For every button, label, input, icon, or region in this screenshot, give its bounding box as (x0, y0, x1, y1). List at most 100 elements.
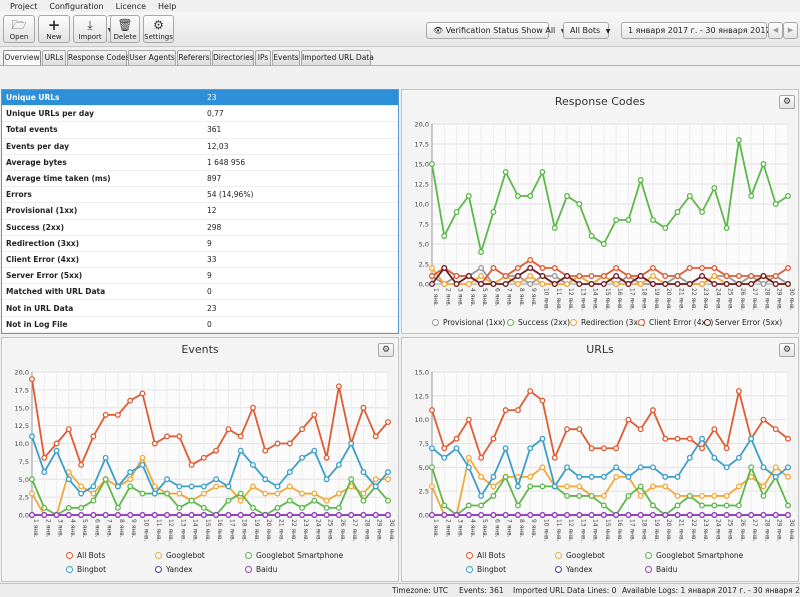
data-point-googlebot (478, 473, 485, 480)
verification-status-select[interactable]: 👁 Verification Status Show All ▼ (426, 22, 565, 39)
events-title: Events (181, 343, 219, 356)
legend-label: Googlebot (166, 551, 205, 560)
data-point-server-error-5xx (674, 281, 681, 287)
x-tick-label: 3 янв. (457, 288, 464, 307)
data-point-baidu (114, 512, 121, 518)
data-point-bingbot (711, 454, 718, 461)
table-row[interactable]: Client Error (4xx) 33 (2, 252, 398, 269)
data-point-googlebot (613, 473, 620, 480)
stat-value: 23 (207, 303, 217, 313)
table-row[interactable]: Average bytes 1 648 956 (2, 155, 398, 171)
data-point-client-error-4xx (453, 273, 460, 279)
data-point-googlebot (250, 483, 256, 490)
table-row[interactable]: Events per day 12,03 (2, 139, 398, 155)
data-point-googlebot (274, 490, 281, 497)
next-range-button[interactable]: ▶ (783, 22, 798, 39)
new-button[interactable]: + New (38, 15, 70, 43)
legend-marker-icon (432, 319, 439, 326)
tab-ips[interactable]: IPs (255, 50, 271, 65)
x-tick-label: 21 янв. (678, 288, 685, 311)
chevron-right-icon: ▶ (787, 26, 794, 34)
table-row[interactable]: Total events 361 (2, 122, 398, 139)
legend-item-all-bots: All Bots (66, 551, 105, 560)
table-row[interactable]: Not in Log File 0 (2, 317, 398, 333)
tab-referers[interactable]: Referers (177, 50, 211, 65)
data-point-all-bots (723, 445, 730, 452)
data-point-success-2xx (600, 241, 607, 247)
data-point-googlebot-smartphone (299, 504, 306, 511)
table-row[interactable]: Not in URL Data 23 (2, 300, 398, 317)
menu-configuration[interactable]: Configuration (49, 1, 104, 11)
data-point-baidu (360, 512, 367, 518)
data-point-baidu (564, 512, 570, 518)
data-point-all-bots (514, 407, 521, 414)
gear-icon[interactable]: ⚙ (779, 343, 795, 357)
data-point-server-error-5xx (441, 265, 448, 271)
legend-label: Server Error (5xx) (715, 318, 783, 327)
menu-help[interactable]: Help (158, 1, 177, 11)
x-tick-label: 3 янв. (457, 519, 464, 538)
open-button[interactable]: 🗁 Open (3, 15, 35, 43)
table-row[interactable]: Unique URLs per day 0,77 (2, 106, 398, 123)
tab-imported-url-data[interactable]: Imported URL Data (301, 50, 374, 65)
gear-icon[interactable]: ⚙ (378, 343, 394, 357)
tab-urls[interactable]: URLs (42, 50, 66, 65)
stat-value: 0 (207, 319, 212, 329)
data-point-success-2xx (441, 233, 448, 239)
settings-button[interactable]: ⚙ Settings (143, 15, 174, 43)
data-point-bingbot (335, 461, 342, 468)
data-point-all-bots (502, 407, 509, 414)
table-row[interactable]: Matched with URL Data 0 (2, 284, 398, 301)
y-tick-label: 12,5 (415, 181, 429, 189)
tab-events[interactable]: Events (272, 50, 300, 65)
tab-user-agents[interactable]: User Agents (128, 50, 176, 65)
x-tick-label: 26 янв. (339, 519, 346, 542)
data-point-googlebot-smartphone (127, 483, 134, 490)
data-point-baidu (139, 512, 146, 518)
bots-select[interactable]: All Bots ▼ (563, 22, 610, 39)
legend-label: Yandex (566, 565, 593, 574)
data-point-baidu (188, 512, 195, 518)
table-row[interactable]: Average time taken (ms) 897 (2, 171, 398, 188)
delete-button[interactable]: 🗑 Delete (110, 15, 140, 43)
data-point-baidu (441, 512, 448, 518)
table-row[interactable]: Errors 54 (14,96%) (2, 187, 398, 204)
data-point-googlebot-smartphone (114, 504, 121, 511)
data-point-bingbot (637, 464, 644, 471)
menu-project[interactable]: Project (10, 1, 38, 11)
tab-overview[interactable]: Overview (3, 50, 41, 65)
menu-licence[interactable]: Licence (115, 1, 147, 11)
tab-response-codes[interactable]: Response Codes (67, 50, 130, 65)
data-point-baidu (385, 512, 391, 518)
table-row[interactable]: Unique URLs 23 (2, 90, 398, 107)
x-tick-label: 22 янв. (690, 519, 697, 542)
data-point-baidu (311, 512, 318, 518)
data-point-baidu (686, 512, 693, 518)
data-point-success-2xx (699, 209, 706, 215)
x-tick-label: 29 янв. (376, 519, 383, 542)
legend-item-googlebot-smartphone: Googlebot Smartphone (245, 551, 343, 560)
data-point-googlebot (299, 490, 306, 497)
x-tick-label: 1 янв. (32, 519, 39, 538)
gear-icon[interactable]: ⚙ (779, 95, 795, 109)
table-row[interactable]: Provisional (1xx) 12 (2, 203, 398, 220)
data-point-baidu (760, 512, 767, 518)
events-panel: Events ⚙ 0,0 2,5 5,0 7,5 10,0 12,5 15,0 17,5 20,… (1, 337, 399, 582)
table-row[interactable]: Server Error (5xx) 9 (2, 268, 398, 285)
date-range-select[interactable]: 1 января 2017 г. - 30 января 2017 г. ▼ (621, 22, 790, 39)
x-tick-label: 7 янв. (506, 519, 513, 538)
legend-marker-icon (638, 319, 645, 326)
import-button[interactable]: ⤓ Import (73, 15, 107, 43)
data-point-success-2xx (785, 193, 791, 199)
data-point-bingbot (176, 483, 183, 490)
stat-value: 897 (207, 174, 222, 184)
table-row[interactable]: Success (2xx) 298 (2, 220, 398, 236)
x-tick-label: 8 янв. (518, 519, 525, 538)
previous-range-button[interactable]: ◀ (768, 22, 783, 39)
tab-directories[interactable]: Directories (212, 50, 254, 65)
data-point-baidu (772, 512, 779, 518)
table-row[interactable]: Redirection (3xx) 9 (2, 236, 398, 252)
legend-label: Redirection (3xx) (581, 318, 646, 327)
data-point-googlebot-smartphone (385, 497, 391, 504)
data-point-all-bots (551, 454, 558, 461)
